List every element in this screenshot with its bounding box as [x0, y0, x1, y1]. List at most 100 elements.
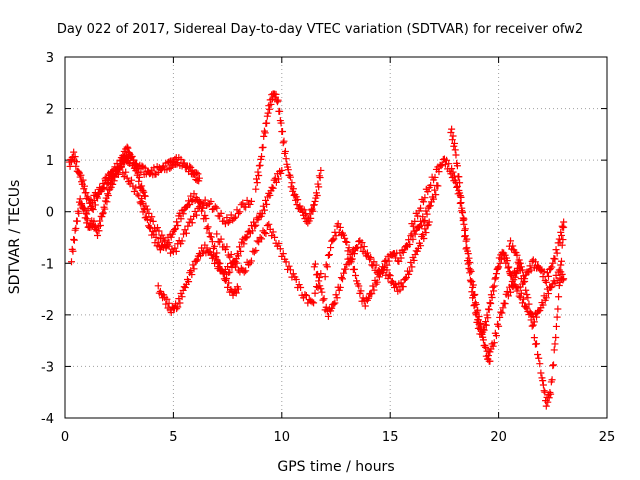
data-point [501, 300, 509, 308]
data-point [523, 304, 531, 312]
y-tick-label: -2 [41, 309, 54, 324]
data-point [557, 228, 565, 236]
data-point [143, 205, 151, 213]
data-point [414, 212, 422, 220]
data-point [358, 239, 366, 247]
data-point [495, 322, 503, 330]
data-point [139, 208, 147, 216]
data-point [555, 293, 563, 301]
y-tick-label: 1 [46, 154, 54, 169]
data-point [245, 261, 253, 269]
data-point [133, 190, 141, 198]
data-point [466, 269, 474, 277]
data-point [152, 233, 160, 241]
data-point [227, 251, 235, 259]
data-point [499, 304, 507, 312]
data-point [101, 197, 109, 205]
data-point [411, 217, 419, 225]
data-point [524, 294, 532, 302]
data-point [173, 305, 181, 313]
data-point [385, 257, 393, 265]
data-point [399, 283, 407, 291]
data-point [83, 219, 91, 227]
data-point [462, 245, 470, 253]
data-point [542, 278, 550, 286]
data-point [324, 312, 332, 320]
data-point [555, 235, 563, 243]
data-point [366, 255, 374, 263]
data-point [125, 149, 133, 157]
data-point [452, 151, 460, 159]
data-point [553, 249, 561, 257]
data-point [545, 394, 553, 402]
data-point [237, 247, 245, 255]
data-point [550, 361, 558, 369]
data-point [357, 243, 365, 251]
x-tick-label: 25 [599, 430, 616, 445]
data-point [558, 222, 566, 230]
data-point [236, 208, 244, 216]
data-point [487, 299, 495, 307]
data-point [355, 238, 363, 246]
data-point [308, 298, 316, 306]
data-point [353, 277, 361, 285]
data-point [211, 203, 219, 211]
data-point [275, 175, 283, 183]
data-point [193, 256, 201, 264]
data-point [409, 222, 417, 230]
data-point [302, 292, 310, 300]
data-point [515, 256, 523, 264]
data-point [103, 198, 111, 206]
data-point [537, 267, 545, 275]
data-point [350, 250, 358, 258]
data-point [464, 257, 472, 265]
data-point [211, 242, 219, 250]
data-point [461, 226, 469, 234]
data-point [455, 173, 463, 181]
x-tick-label: 0 [61, 430, 69, 445]
data-point [133, 165, 141, 173]
chart-title: Day 022 of 2017, Sidereal Day-to-day VTE… [57, 22, 583, 37]
data-point [520, 295, 528, 303]
data-point [310, 299, 318, 307]
data-point [138, 198, 146, 206]
data-point [205, 229, 213, 237]
data-point [540, 387, 548, 395]
data-point [317, 285, 325, 293]
data-point [529, 321, 537, 329]
data-point [138, 182, 146, 190]
data-point [118, 156, 126, 164]
data-point [368, 290, 376, 298]
data-point [317, 166, 325, 174]
data-point [154, 238, 162, 246]
data-point [207, 233, 215, 241]
data-point [345, 244, 353, 252]
data-point [217, 235, 225, 243]
data-point [179, 210, 187, 218]
data-point [315, 172, 323, 180]
data-point [342, 265, 350, 273]
data-point [288, 179, 296, 187]
data-point [457, 193, 465, 201]
data-point [88, 198, 96, 206]
data-point [367, 253, 375, 261]
data-point [458, 208, 466, 216]
data-point [266, 191, 274, 199]
data-point [171, 244, 179, 252]
data-point [461, 225, 469, 233]
data-point [234, 209, 242, 217]
data-point [341, 234, 349, 242]
data-point [511, 273, 519, 281]
data-point [507, 237, 515, 245]
data-point [197, 199, 204, 207]
data-point [522, 286, 530, 294]
data-point [417, 242, 425, 250]
data-point [336, 283, 344, 291]
data-point [503, 288, 511, 296]
series-arc-13 [505, 223, 568, 410]
data-point [170, 226, 178, 234]
data-point [274, 96, 282, 104]
data-point [463, 244, 471, 252]
data-point [143, 216, 151, 224]
data-point [560, 275, 568, 283]
